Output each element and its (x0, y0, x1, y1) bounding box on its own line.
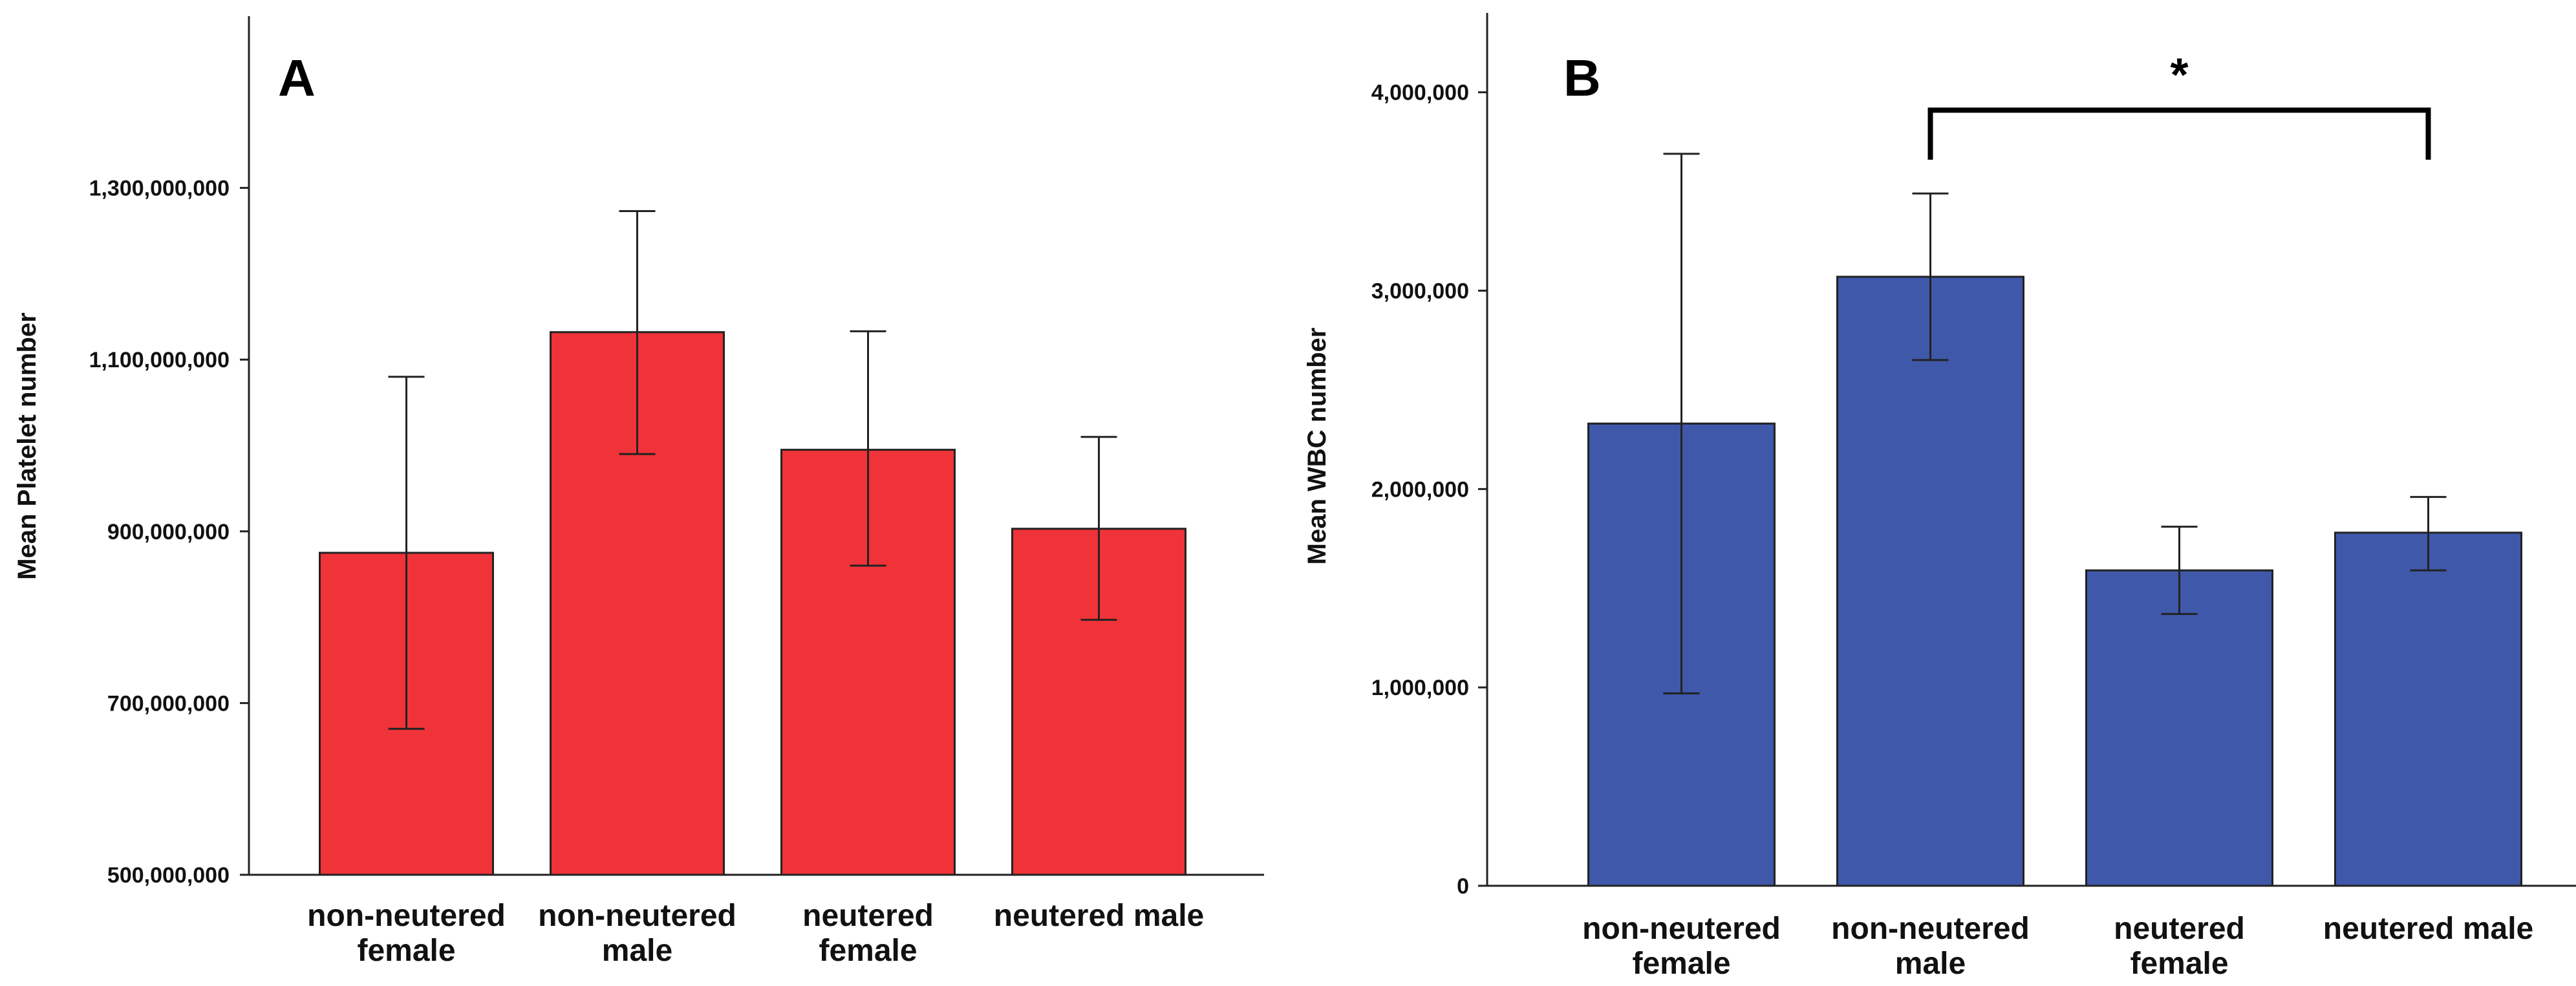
panel-a-y-tick-label: 1,100,000,000 (89, 348, 230, 372)
panel-a-platelet-chart: 500,000,000 700,000,000 900,000,000 1,100,0… (13, 16, 1264, 968)
panel-a-y-tick-label: 900,000,000 (107, 520, 230, 544)
panel-b-significance-marker: * (2170, 49, 2188, 101)
panel-b-category-label: neutered male (2323, 912, 2533, 946)
panel-b-category-label: female (1632, 947, 1730, 981)
panel-a-category-label: non-neutered (538, 899, 736, 933)
panel-a-category-label: female (819, 934, 917, 968)
panel-b-bar (2085, 569, 2273, 887)
panel-b-category-label: male (1895, 947, 1966, 981)
panel-b-bar (2334, 531, 2522, 887)
panel-b-y-tick-label: 2,000,000 (1371, 477, 1469, 502)
panel-b-y-tick-label: 4,000,000 (1371, 81, 1469, 105)
panel-b-bar (1836, 275, 2024, 887)
panel-a-y-tick-label: 700,000,000 (107, 691, 230, 716)
panel-b-label: B (1563, 49, 1601, 107)
panel-a-category-label: neutered (802, 899, 934, 933)
panel-b-y-axis-title: Mean WBC number (1303, 328, 1331, 565)
panel-b-y-tick-label: 0 (1457, 874, 1469, 899)
panel-b-wbc-chart: 0 1,000,000 2,000,000 3,000,000 4,000,000 Mea… (1303, 13, 2576, 981)
panel-a-category-label: female (357, 934, 455, 968)
panel-a-y-axis-title: Mean Platelet number (13, 312, 41, 579)
panel-a-y-tick-label: 1,300,000,000 (89, 177, 230, 201)
panel-a-category-label: male (602, 934, 672, 968)
panel-b-y-tick-label: 1,000,000 (1371, 676, 1469, 700)
panel-a-y-tick-label: 500,000,000 (107, 863, 230, 888)
panel-a-category-label: non-neutered (307, 899, 506, 933)
panel-b-category-label: non-neutered (1831, 912, 2030, 946)
panel-b-y-tick-label: 3,000,000 (1371, 279, 1469, 304)
panel-b-category-label: female (2130, 947, 2228, 981)
panel-b-category-label: neutered (2114, 912, 2245, 946)
panel-a-category-label: neutered male (994, 899, 1204, 933)
panel-b-category-label: non-neutered (1582, 912, 1781, 946)
panel-b-significance-bracket (1927, 107, 2431, 160)
panel-a-label: A (278, 49, 316, 107)
